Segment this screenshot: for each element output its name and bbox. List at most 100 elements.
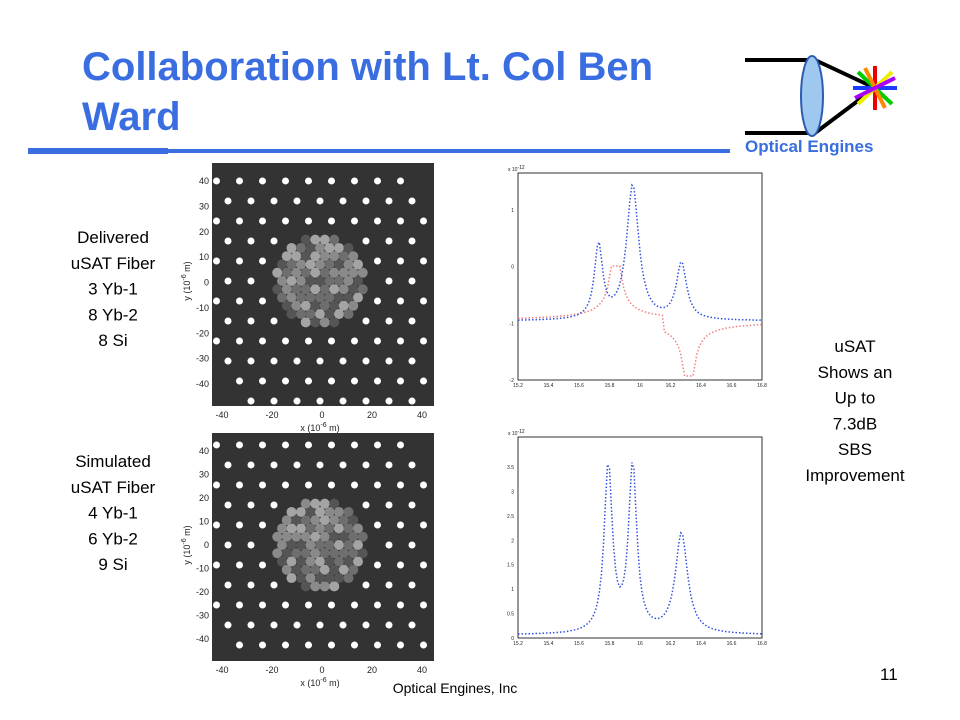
y-tick-label: 1: [511, 208, 514, 214]
air-hole: [420, 257, 427, 265]
air-hole: [224, 197, 232, 205]
air-hole: [420, 641, 427, 649]
air-hole: [305, 217, 312, 225]
x-tick-label: 15.6: [574, 641, 584, 647]
core-rod: [286, 259, 297, 270]
air-hole: [247, 357, 255, 365]
air-hole: [339, 357, 347, 365]
air-hole: [282, 377, 289, 385]
air-hole: [328, 377, 335, 385]
air-hole: [385, 581, 393, 589]
core-rod: [277, 276, 287, 286]
caption-line: 9 Si: [98, 555, 127, 574]
core-rod: [300, 251, 311, 262]
air-hole: [293, 197, 301, 205]
core-rod: [291, 564, 302, 575]
core-rod: [324, 506, 335, 517]
core-rod: [324, 523, 335, 534]
caption-line: Delivered: [77, 228, 149, 247]
plot-scale-part: -12: [517, 429, 524, 435]
x-tick-label: 16.6: [727, 641, 737, 647]
y-tick-label: 10: [199, 252, 209, 262]
core-rod: [277, 259, 287, 270]
core-rod: [334, 540, 344, 550]
air-hole: [397, 601, 404, 609]
air-hole: [224, 237, 232, 245]
air-hole: [247, 501, 255, 509]
x-tick-label: 15.4: [544, 383, 554, 389]
air-hole: [293, 461, 301, 469]
core-rod: [338, 515, 349, 526]
air-hole: [236, 257, 243, 265]
core-rod: [310, 498, 321, 509]
plot-trace: [518, 183, 763, 321]
air-hole: [420, 217, 427, 225]
air-hole: [259, 601, 266, 609]
air-hole: [408, 237, 416, 245]
core-rod: [315, 292, 325, 303]
plot-frame: [517, 172, 763, 381]
air-hole: [213, 561, 220, 569]
core-rod: [353, 276, 363, 286]
core-rod: [319, 317, 330, 328]
core-rod: [281, 548, 292, 559]
x-tick-label: 16.2: [666, 383, 676, 389]
core-rod: [348, 548, 359, 559]
air-hole: [224, 621, 232, 629]
air-hole: [270, 317, 278, 325]
air-hole: [385, 621, 393, 629]
air-hole: [397, 481, 404, 489]
core-rod: [315, 556, 325, 567]
core-rod: [329, 251, 340, 262]
x-tick-label: 15.8: [605, 641, 615, 647]
core-rod: [296, 276, 306, 286]
core-rod: [338, 531, 349, 542]
x-tick-label: 0: [319, 410, 324, 420]
y-tick-label: 3: [511, 489, 514, 495]
air-hole: [236, 297, 243, 305]
axis-label-part: m): [182, 261, 192, 274]
core-rod: [343, 259, 354, 270]
air-hole: [236, 337, 243, 345]
core-rod: [296, 540, 306, 550]
core-rod: [291, 300, 302, 311]
air-hole: [408, 397, 416, 405]
title-rule: [168, 149, 730, 153]
air-hole: [236, 521, 243, 529]
core-rod: [305, 506, 316, 517]
air-hole: [420, 561, 427, 569]
core-rod: [353, 523, 363, 534]
core-rod: [305, 276, 316, 286]
core-rod: [338, 251, 349, 262]
air-hole: [408, 277, 416, 285]
core-rod: [286, 309, 297, 320]
air-hole: [259, 297, 266, 305]
air-hole: [385, 197, 393, 205]
x-tick-label: 16.4: [696, 383, 706, 389]
x-tick-label: 0: [319, 665, 324, 675]
y-tick-label: -30: [196, 611, 209, 621]
y-tick-label: -2: [510, 378, 515, 384]
air-hole: [374, 441, 381, 449]
air-hole: [305, 481, 312, 489]
air-hole: [374, 601, 381, 609]
core-rod: [343, 523, 354, 534]
core-rod: [324, 259, 335, 270]
core-rod: [329, 300, 340, 311]
caption-line: 3 Yb-1: [88, 280, 138, 299]
fiber-pattern: [213, 441, 427, 649]
core-rod: [286, 573, 297, 584]
core-rod: [343, 309, 354, 320]
core-rod: [324, 276, 335, 286]
core-rod: [329, 284, 340, 295]
air-hole: [374, 297, 381, 305]
air-hole: [397, 377, 404, 385]
air-hole: [351, 441, 358, 449]
air-hole: [305, 641, 312, 649]
y-tick-label: 20: [199, 227, 209, 237]
air-hole: [408, 357, 416, 365]
air-hole: [351, 601, 358, 609]
y-tick-label: 1.5: [507, 563, 514, 569]
core-rod: [343, 292, 354, 303]
core-rod: [305, 259, 316, 270]
